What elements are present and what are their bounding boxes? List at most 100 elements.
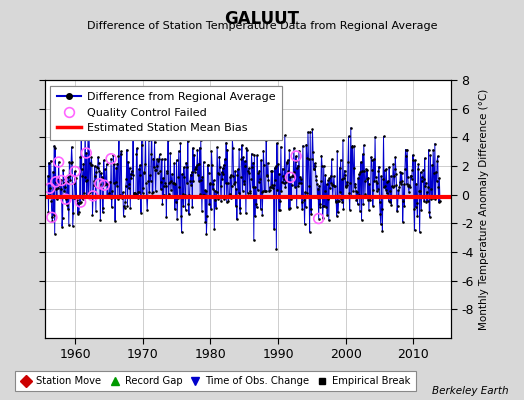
Point — [68, 144, 76, 150]
Point — [143, 207, 151, 213]
Point — [234, 166, 242, 172]
Point — [168, 180, 177, 186]
Point — [271, 177, 279, 183]
Point — [397, 181, 405, 187]
Point — [403, 147, 411, 153]
Point — [100, 157, 108, 164]
Point — [365, 207, 373, 214]
Point — [117, 148, 125, 154]
Point — [289, 170, 298, 177]
Point — [367, 157, 376, 164]
Point — [181, 192, 189, 198]
Point — [54, 159, 63, 165]
Point — [252, 184, 260, 190]
Point — [270, 226, 278, 233]
Point — [249, 159, 257, 166]
Point — [263, 173, 271, 179]
Point — [57, 177, 66, 184]
Point — [195, 178, 203, 184]
Point — [236, 210, 245, 216]
Point — [357, 159, 365, 165]
Point — [113, 160, 122, 167]
Point — [431, 140, 439, 147]
Point — [419, 166, 427, 173]
Point — [248, 184, 257, 190]
Point — [356, 208, 364, 214]
Point — [372, 173, 380, 180]
Point — [201, 219, 210, 225]
Point — [354, 175, 362, 182]
Point — [136, 171, 145, 178]
Point — [365, 181, 374, 187]
Point — [146, 172, 154, 179]
Point — [249, 237, 258, 243]
Point — [232, 186, 241, 192]
Point — [92, 169, 101, 175]
Point — [163, 170, 172, 176]
Point — [66, 172, 74, 178]
Point — [71, 168, 79, 175]
Point — [189, 178, 198, 184]
Point — [334, 198, 343, 204]
Point — [256, 206, 265, 212]
Point — [393, 208, 401, 214]
Point — [345, 190, 353, 196]
Point — [211, 188, 219, 194]
Point — [344, 159, 352, 165]
Point — [188, 169, 196, 175]
Point — [289, 173, 297, 179]
Point — [180, 164, 188, 171]
Point — [314, 186, 322, 192]
Point — [183, 180, 191, 187]
Point — [299, 194, 308, 200]
Point — [321, 188, 329, 194]
Point — [210, 226, 219, 232]
Point — [293, 165, 301, 171]
Point — [434, 199, 443, 206]
Point — [244, 168, 253, 174]
Point — [332, 198, 340, 204]
Point — [68, 158, 77, 165]
Point — [426, 152, 434, 158]
Point — [266, 184, 275, 190]
Point — [313, 195, 322, 202]
Point — [62, 196, 70, 202]
Point — [93, 164, 101, 170]
Point — [111, 218, 119, 224]
Point — [47, 157, 55, 164]
Point — [353, 189, 361, 196]
Point — [62, 196, 70, 202]
Point — [279, 180, 288, 187]
Point — [195, 144, 204, 151]
Point — [328, 156, 336, 162]
Point — [344, 133, 353, 139]
Point — [190, 168, 199, 175]
Point — [90, 178, 99, 185]
Point — [394, 203, 402, 209]
Point — [132, 191, 140, 198]
Point — [217, 198, 225, 204]
Point — [198, 208, 206, 214]
Point — [329, 193, 337, 200]
Point — [204, 170, 213, 176]
Point — [427, 196, 435, 202]
Point — [115, 132, 123, 139]
Point — [54, 185, 62, 191]
Point — [424, 184, 432, 190]
Point — [299, 142, 307, 149]
Point — [330, 183, 339, 190]
Point — [315, 201, 324, 208]
Point — [250, 152, 258, 158]
Point — [194, 160, 203, 167]
Point — [213, 144, 221, 150]
Point — [301, 204, 310, 210]
Point — [129, 192, 138, 198]
Point — [392, 170, 400, 177]
Point — [205, 200, 213, 207]
Point — [50, 231, 59, 237]
Point — [261, 188, 269, 194]
Point — [322, 181, 331, 188]
Point — [226, 174, 234, 180]
Point — [220, 162, 228, 168]
Point — [409, 156, 418, 163]
